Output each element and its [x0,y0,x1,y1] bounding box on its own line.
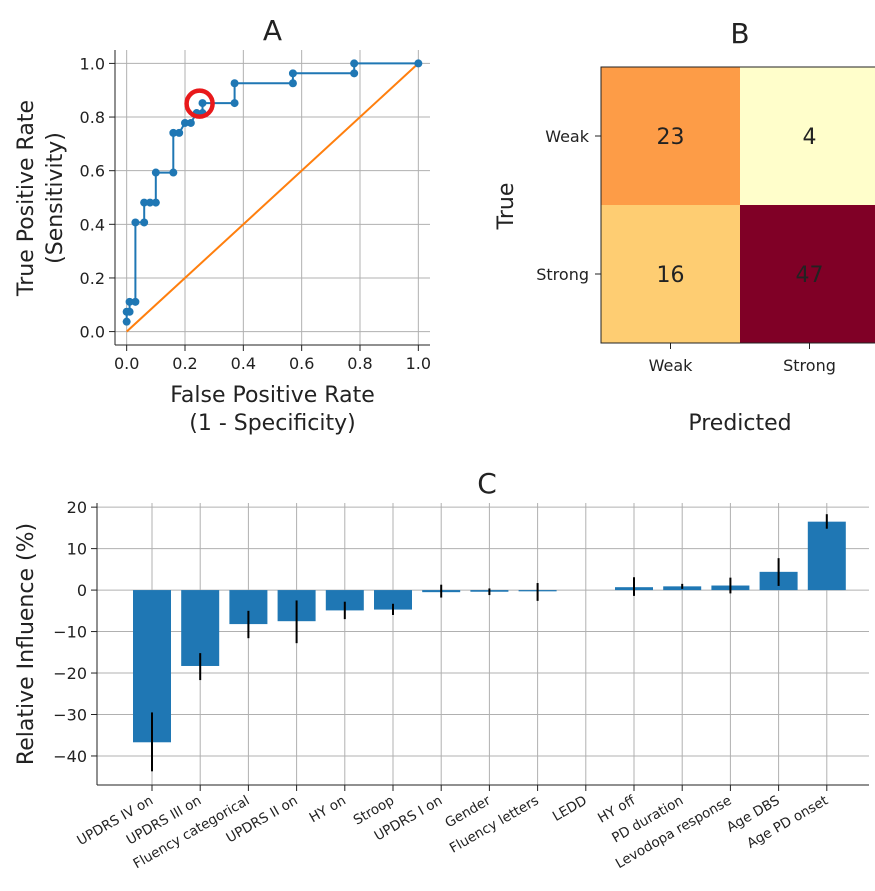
y-axis-label: True [494,183,519,231]
chance-line [125,62,420,333]
x-tick-label: 0.4 [231,354,256,373]
roc-point [131,297,140,306]
y-tick-label: 0.2 [80,269,105,288]
x-tick-label: 0.6 [289,354,314,373]
matrix-cell [740,205,875,343]
x-axis-label: (1 - Specificity) [189,411,355,436]
roc-point [131,218,140,227]
x-tick-label: HY on [307,793,349,827]
x-tick-label: 1.0 [406,354,431,373]
matrix-cell [740,67,875,205]
x-tick-label: 0.8 [347,354,372,373]
y-axis-label: True Positive Rate [14,100,39,297]
y-tick-label: 1.0 [80,54,105,73]
x-tick-label: 0.2 [172,354,197,373]
panel-title: B [730,17,749,50]
roc-point [350,59,359,68]
cell-value: 23 [657,125,685,150]
matrix-cell [601,67,740,205]
y-tick-label: 0.6 [80,162,105,181]
bar [807,521,846,591]
roc-point [169,128,178,137]
y-tick-label: 20 [67,498,87,517]
roc-point [181,118,189,127]
bar [374,590,412,610]
y-axis-label: (Sensitivity) [43,132,68,264]
roc-point [175,128,184,137]
matrix-cell [601,205,740,343]
roc-point [230,99,239,108]
x-tick-label: 0.0 [114,354,139,373]
operating-point-marker [184,88,215,119]
roc-curve [125,62,419,322]
x-tick-label: Strong [783,356,836,375]
panel-title: A [263,14,282,47]
roc-point [414,59,423,68]
y-tick-label: −10 [53,623,87,642]
bar [325,590,364,611]
y-tick-label: Weak [545,127,590,146]
roc-point [198,99,207,108]
y-tick-label: 10 [67,540,87,559]
roc-point [169,168,178,177]
cell-value: 16 [657,263,685,288]
y-tick-label: −20 [53,664,87,683]
roc-point [125,297,134,306]
y-tick-label: Strong [536,265,589,284]
matrix-frame [600,66,875,344]
roc-point [146,198,154,207]
x-tick-label: Weak [649,356,694,375]
roc-point [288,69,297,78]
panel-title: C [477,467,497,500]
roc-point [186,118,195,127]
y-tick-label: 0.8 [80,108,105,127]
x-axis-label: Predicted [688,411,791,436]
roc-point [125,307,134,316]
roc-point [230,79,239,88]
x-tick-label: LEDD [550,793,590,825]
cell-value: 4 [803,125,817,150]
y-tick-label: −40 [53,747,87,766]
x-axis-label: False Positive Rate [170,383,374,408]
y-tick-label: 0.0 [80,323,105,342]
y-axis-label: Relative Influence (%) [14,523,39,765]
y-tick-label: 0.4 [80,215,105,234]
y-tick-label: −30 [53,706,87,725]
roc-point [122,317,131,326]
roc-point [350,69,359,78]
roc-point [288,79,297,88]
confusion-matrix-panel: 23 4 16 47 Weak Strong Weak Strong B Predicted Tru… [494,17,875,436]
roc-point [140,198,149,207]
roc-point [140,218,149,227]
roc-point [151,168,160,177]
y-tick-label: 0 [77,581,87,600]
cell-value: 47 [796,263,824,288]
roc-panel: 0.0 0.2 0.4 0.6 0.8 1.0 0.0 0.2 0.4 0.6 0.8 1.0 A Fal… [14,14,431,436]
roc-point [151,198,160,207]
x-tick-label: Age PD onset [744,793,831,852]
